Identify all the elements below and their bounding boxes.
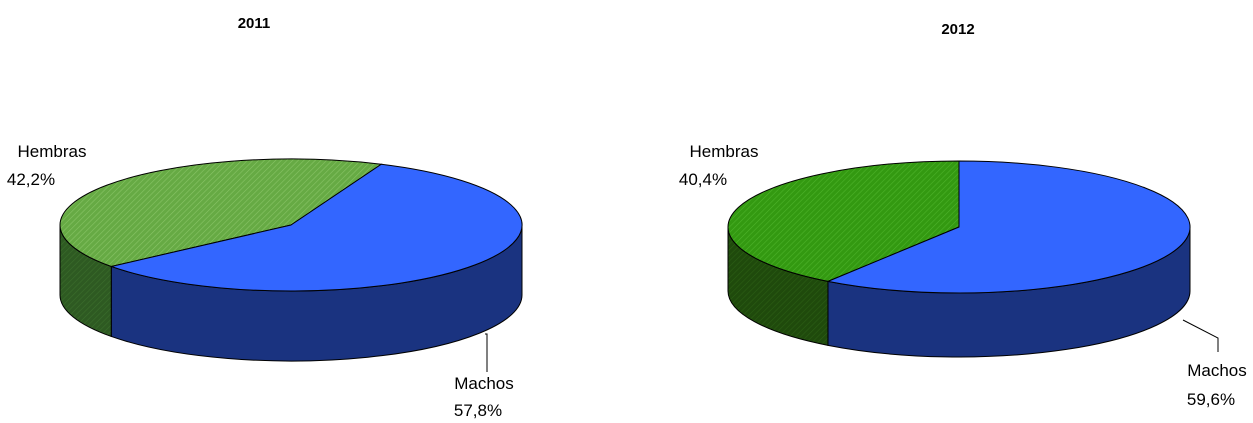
pie-slice-machos-2011: [109, 163, 523, 292]
slice-label-hembras-2011: Hembras: [18, 142, 87, 161]
chart-title-2012: 2012: [941, 21, 974, 38]
chart-title-2011: 2011: [238, 15, 271, 32]
slice-label-machos-2012: Machos: [1187, 361, 1247, 380]
slice-value-machos-2012: 59,6%: [1187, 390, 1235, 409]
pie-slice-hembras-2011: [59, 158, 383, 267]
slice-label-hembras-2012: Hembras: [690, 142, 759, 161]
slice-label-machos-2011: Machos: [454, 374, 514, 393]
leader-line-machos-2012: [1182, 319, 1219, 352]
slice-value-hembras-2011: 42,2%: [7, 170, 55, 189]
slice-value-machos-2011: 57,8%: [454, 401, 502, 420]
leader-line-machos-2011: [485, 333, 488, 372]
pie-slice-hembras-2012: [727, 160, 960, 282]
pie-2012: [727, 160, 1191, 358]
pie-slice-machos-2012: [826, 160, 1191, 294]
slice-value-hembras-2012: 40,4%: [679, 170, 727, 189]
pie-2011: [59, 158, 523, 362]
